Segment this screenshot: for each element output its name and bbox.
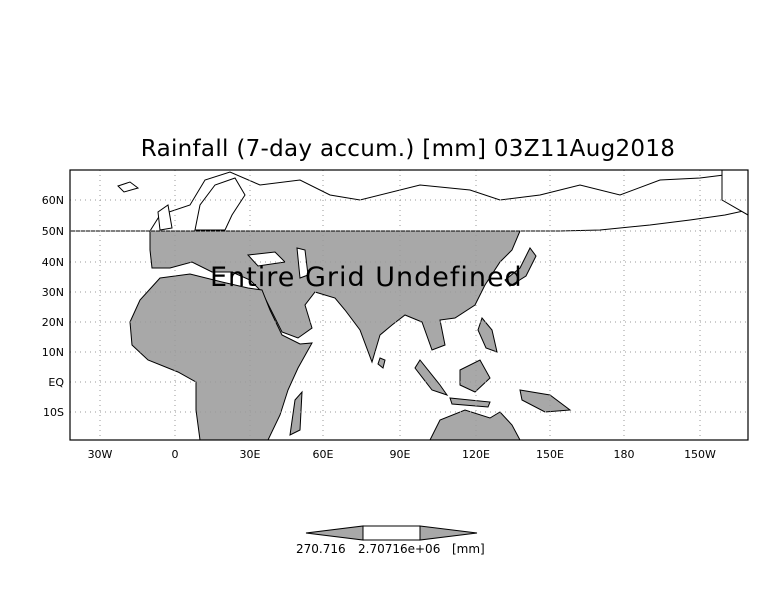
lat-label: EQ <box>48 376 64 389</box>
lat-label: 20N <box>41 316 64 329</box>
colorbar-box <box>362 525 421 541</box>
undefined-grid-message: Entire Grid Undefined <box>210 262 523 293</box>
lat-label: 10N <box>41 346 64 359</box>
lon-label: 30W <box>87 448 113 461</box>
sumatra <box>414 359 449 396</box>
sri-lanka <box>377 357 386 369</box>
lon-label: 0 <box>171 448 179 461</box>
colorbar-low-triangle <box>305 525 364 541</box>
colorbar <box>305 525 478 541</box>
lon-label: 120E <box>462 448 490 461</box>
japan <box>504 247 537 287</box>
alaska <box>721 170 748 216</box>
lon-label: 30E <box>239 448 261 461</box>
lat-label: 60N <box>41 194 64 207</box>
scandinavia <box>194 177 246 231</box>
lon-label: 150W <box>684 448 716 461</box>
australia <box>429 409 521 440</box>
britain <box>157 204 173 231</box>
lat-label: 10S <box>43 406 64 419</box>
lat-label: 40N <box>41 256 64 269</box>
philippines <box>477 316 498 353</box>
madagascar <box>289 390 303 436</box>
caspian-sea <box>296 247 309 279</box>
colorbar-high-triangle <box>419 525 478 541</box>
colorbar-label-high: 2.70716e+06 <box>358 542 441 556</box>
iceland <box>117 181 140 193</box>
lon-label: 90E <box>389 448 411 461</box>
colorbar-label-low: 270.716 <box>296 542 346 556</box>
map-title: Rainfall (7-day accum.) [mm] 03Z11Aug201… <box>140 136 676 162</box>
lon-label: 150E <box>536 448 564 461</box>
lat-label: 30N <box>41 286 64 299</box>
lon-label: 180 <box>613 448 635 461</box>
lon-label: 60E <box>312 448 334 461</box>
map-frame <box>69 169 749 441</box>
lat-label: 50N <box>41 225 64 238</box>
map-land <box>70 170 748 440</box>
borneo <box>459 359 491 393</box>
eurasia-south <box>149 230 521 364</box>
new-guinea <box>519 389 572 413</box>
colorbar-units: [mm] <box>452 542 485 556</box>
graticule <box>70 170 748 440</box>
java <box>449 397 491 408</box>
eurasia-north <box>70 171 748 232</box>
